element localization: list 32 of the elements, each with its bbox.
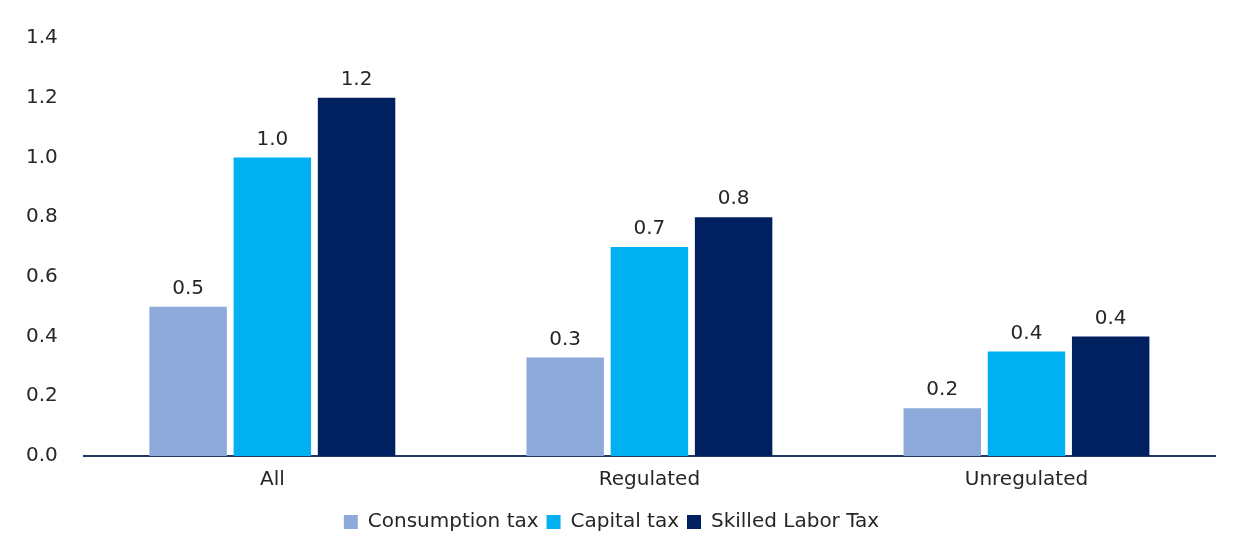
bar xyxy=(694,217,773,456)
data-label: 1.0 xyxy=(256,125,289,150)
y-tick-label: 1.2 xyxy=(25,83,58,108)
bar xyxy=(1071,336,1150,456)
data-label: 1.2 xyxy=(340,65,373,90)
data-label: 0.3 xyxy=(549,325,582,350)
y-tick-label: 0.2 xyxy=(25,382,58,407)
legend-label: Capital tax xyxy=(570,508,680,533)
x-tick-label: All xyxy=(259,466,285,491)
y-tick-label: 0.8 xyxy=(25,203,58,228)
bar xyxy=(903,408,981,456)
bar xyxy=(317,97,396,456)
data-label: 0.7 xyxy=(633,215,666,240)
data-label: 0.4 xyxy=(1010,319,1043,344)
bar xyxy=(233,157,312,456)
legend-label: Skilled Labor Tax xyxy=(710,508,880,533)
y-tick-label: 0.0 xyxy=(25,442,58,467)
data-label: 0.8 xyxy=(717,185,750,210)
y-tick-label: 0.4 xyxy=(25,322,58,347)
bar xyxy=(149,306,227,456)
bar xyxy=(526,357,604,456)
x-tick-label: Regulated xyxy=(598,466,701,491)
data-label: 0.4 xyxy=(1094,304,1127,329)
bar xyxy=(987,351,1066,456)
legend-label: Consumption tax xyxy=(367,508,539,533)
data-label: 0.2 xyxy=(926,376,959,401)
y-tick-label: 1.0 xyxy=(25,143,58,168)
bar xyxy=(610,247,689,456)
y-tick-label: 1.4 xyxy=(25,24,58,49)
data-label: 0.5 xyxy=(172,274,205,299)
y-tick-label: 0.6 xyxy=(25,263,58,288)
x-tick-label: Unregulated xyxy=(964,466,1089,491)
